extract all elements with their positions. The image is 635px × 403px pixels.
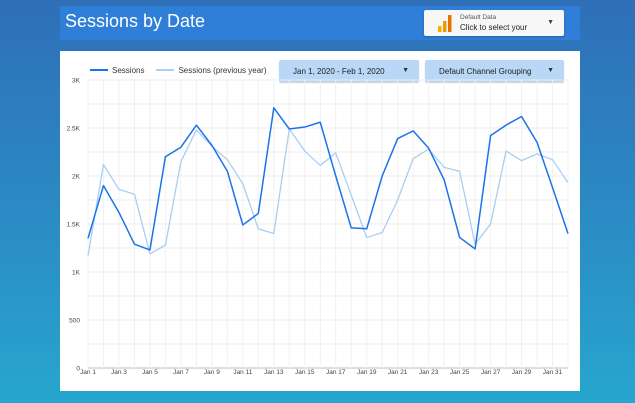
x-tick-label: Jan 21 [388,369,408,376]
x-tick-label: Jan 27 [481,369,501,376]
x-tick-label: Jan 9 [204,369,220,376]
x-tick-label: Jan 7 [173,369,189,376]
x-tick-label: Jan 17 [326,369,346,376]
legend-label-previous-year: Sessions (previous year) [178,65,267,75]
dimension-dropdown[interactable]: Default Channel Grouping ▼ [425,60,564,82]
x-tick-label: Jan 15 [295,369,315,376]
x-tick-label: Jan 11 [233,369,252,376]
y-tick-label: 1.5K [67,222,81,229]
x-tick-label: Jan 23 [419,369,439,376]
date-range-dropdown[interactable]: Jan 1, 2020 - Feb 1, 2020 ▼ [279,60,419,82]
bar-chart-icon [438,15,452,32]
legend-label-sessions: Sessions [112,65,145,75]
series-line-previous-year [87,128,569,256]
x-tick-label: Jan 3 [111,369,127,376]
data-source-cta: Click to select your [460,23,528,32]
series-line-sessions [87,107,569,251]
y-tick-label: 1K [72,270,81,277]
y-tick-label: 2.5K [67,126,81,133]
y-tick-label: 3K [72,78,81,85]
chart-grid [87,79,569,369]
legend-item-sessions[interactable]: Sessions [90,66,144,75]
x-tick-label: Jan 25 [450,369,470,376]
chart-card: Sessions Sessions (previous year) Jan 1,… [60,51,580,391]
dimension-value: Default Channel Grouping [439,67,532,76]
x-tick-label: Jan 13 [264,369,284,376]
legend-swatch-sessions [90,69,108,71]
x-tick-label: Jan 31 [543,369,563,376]
x-axis-ticks: Jan 1 Jan 3 Jan 5 Jan 7 Jan 9 Jan 11 Jan 13 Jan… [80,369,563,376]
x-tick-label: Jan 19 [357,369,377,376]
x-tick-label: Jan 5 [142,369,158,376]
x-tick-label: Jan 29 [512,369,532,376]
legend-item-previous-year[interactable]: Sessions (previous year) [156,65,267,75]
chart-legend: Sessions Sessions (previous year) [90,64,279,76]
caret-down-icon: ▼ [402,67,409,74]
y-axis-ticks: 0 500 1K 1.5K 2K 2.5K 3K [67,78,81,373]
date-range-value: Jan 1, 2020 - Feb 1, 2020 [293,67,385,76]
chart-lines [87,107,569,256]
data-source-selector[interactable]: Default Data Click to select your ▼ [424,10,564,36]
y-tick-label: 2K [72,174,81,181]
y-tick-label: 500 [69,318,80,325]
legend-swatch-previous-year [156,69,175,71]
y-tick-label: 0 [76,366,80,373]
report-header: Sessions by Date Default Data Click to s… [60,6,580,40]
caret-down-icon: ▼ [547,67,554,74]
data-source-label: Default Data [460,14,497,21]
caret-down-icon: ▼ [547,19,554,26]
x-tick-label: Jan 1 [80,369,96,376]
page-title: Sessions by Date [65,11,206,31]
